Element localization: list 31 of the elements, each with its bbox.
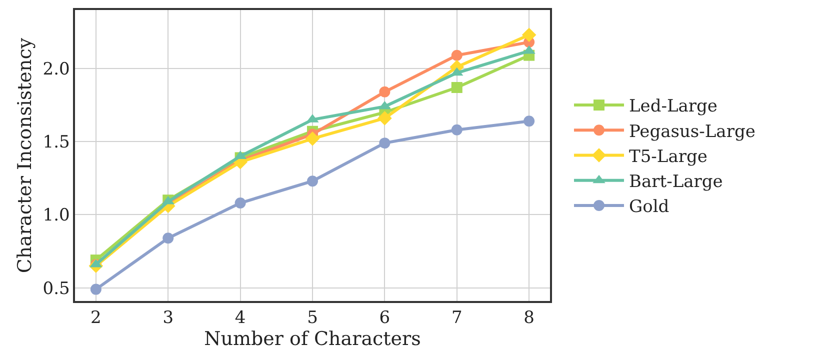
legend-label: Led-Large: [629, 96, 718, 117]
y-axis-title: Character Inconsistency: [14, 38, 36, 274]
y-tick-label: 0.5: [42, 278, 70, 299]
x-tick-label: 2: [90, 308, 102, 328]
point: [451, 82, 462, 93]
x-tick-label: 6: [379, 308, 390, 328]
x-tick-label: 7: [451, 308, 462, 328]
point: [524, 116, 535, 127]
legend-label: Bart-Large: [629, 172, 723, 192]
x-tick-label: 5: [307, 308, 318, 328]
x-tick-label: 4: [234, 308, 246, 328]
point: [305, 132, 320, 146]
x-axis-title: Number of Characters: [204, 328, 421, 350]
y-tick-label: 2.0: [42, 59, 70, 80]
point: [451, 124, 462, 136]
point: [379, 138, 390, 149]
y-tick-label: 1.0: [42, 206, 70, 226]
x-tick-label: 8: [524, 308, 534, 328]
legend-label: Gold: [629, 197, 670, 218]
point: [522, 28, 536, 42]
point: [234, 198, 246, 209]
point: [451, 50, 462, 61]
y-tick-label: 1.5: [42, 132, 70, 153]
point: [90, 284, 102, 295]
point: [307, 176, 318, 187]
legend-label: Pegasus-Large: [629, 122, 756, 142]
legend-label: T5-Large: [629, 146, 708, 167]
point: [379, 86, 390, 98]
point: [378, 111, 392, 126]
point: [162, 232, 174, 244]
x-tick-label: 3: [162, 308, 174, 328]
